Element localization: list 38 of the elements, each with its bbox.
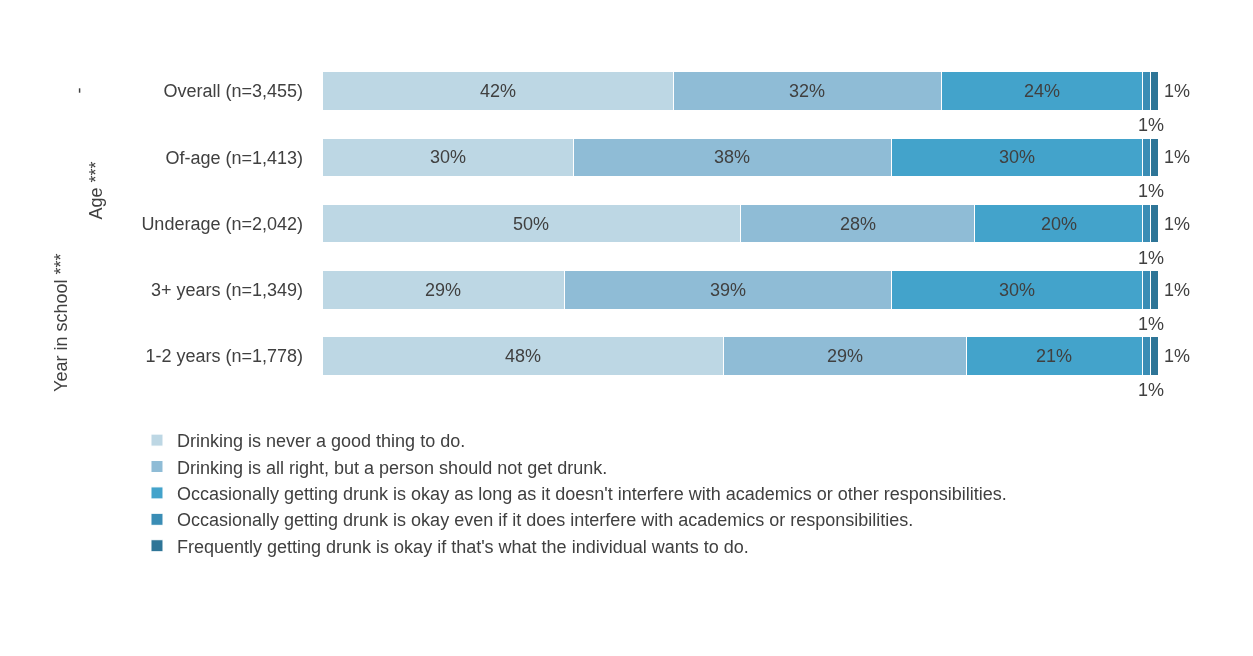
data-label: 29% [827,346,864,366]
data-label: 38% [714,147,751,167]
data-label: 50% [513,214,550,234]
data-label: 1% [1164,346,1191,366]
data-label: 20% [1041,214,1078,234]
y-tick-label: Underage (n=2,042) [141,213,303,234]
data-label: 24% [1024,81,1061,101]
data-label: 21% [1036,346,1073,366]
data-label: 30% [999,147,1036,167]
data-label: 1% [1164,280,1191,300]
data-label: 48% [505,346,542,366]
y-tick-label: 3+ years (n=1,349) [150,280,303,301]
text: Age *** [85,161,106,220]
legend-label: Drinking is all right, but a person should not get drunk. [176,457,608,478]
data-label: 1% [1138,181,1165,201]
legend-label: Occasionally getting drunk is okay even if it does interfere with academics or responsibilities. [176,510,914,531]
data-label: 1% [1164,147,1191,167]
data-label: 1% [1138,115,1165,135]
text: Year in school *** [50,253,71,392]
data-label: 1% [1138,314,1165,334]
data-label: 42% [480,81,517,101]
data-label: 30% [430,147,467,167]
data-label: 29% [425,280,462,300]
y-tick-label: Of-age (n=1,413) [165,147,303,168]
data-label: 30% [999,280,1036,300]
data-label: 1% [1138,248,1165,268]
legend-label: Drinking is never a good thing to do. [176,431,466,452]
data-label: 1% [1164,214,1191,234]
text: - [68,87,89,94]
legend-label: Frequently getting drunk is okay if that's what the individual wants to do. [176,536,749,557]
data-label: 1% [1138,380,1165,400]
y-tick-label: Overall (n=3,455) [163,81,303,102]
legend-label: Occasionally getting drunk is okay as long as it doesn't interfere with academics or other responsibilities. [176,483,1007,504]
y-tick-label: 1-2 years (n=1,778) [145,346,303,367]
data-label: 28% [840,214,877,234]
data-label: 1% [1164,81,1191,101]
data-label: 39% [710,280,747,300]
data-label: 32% [789,81,826,101]
